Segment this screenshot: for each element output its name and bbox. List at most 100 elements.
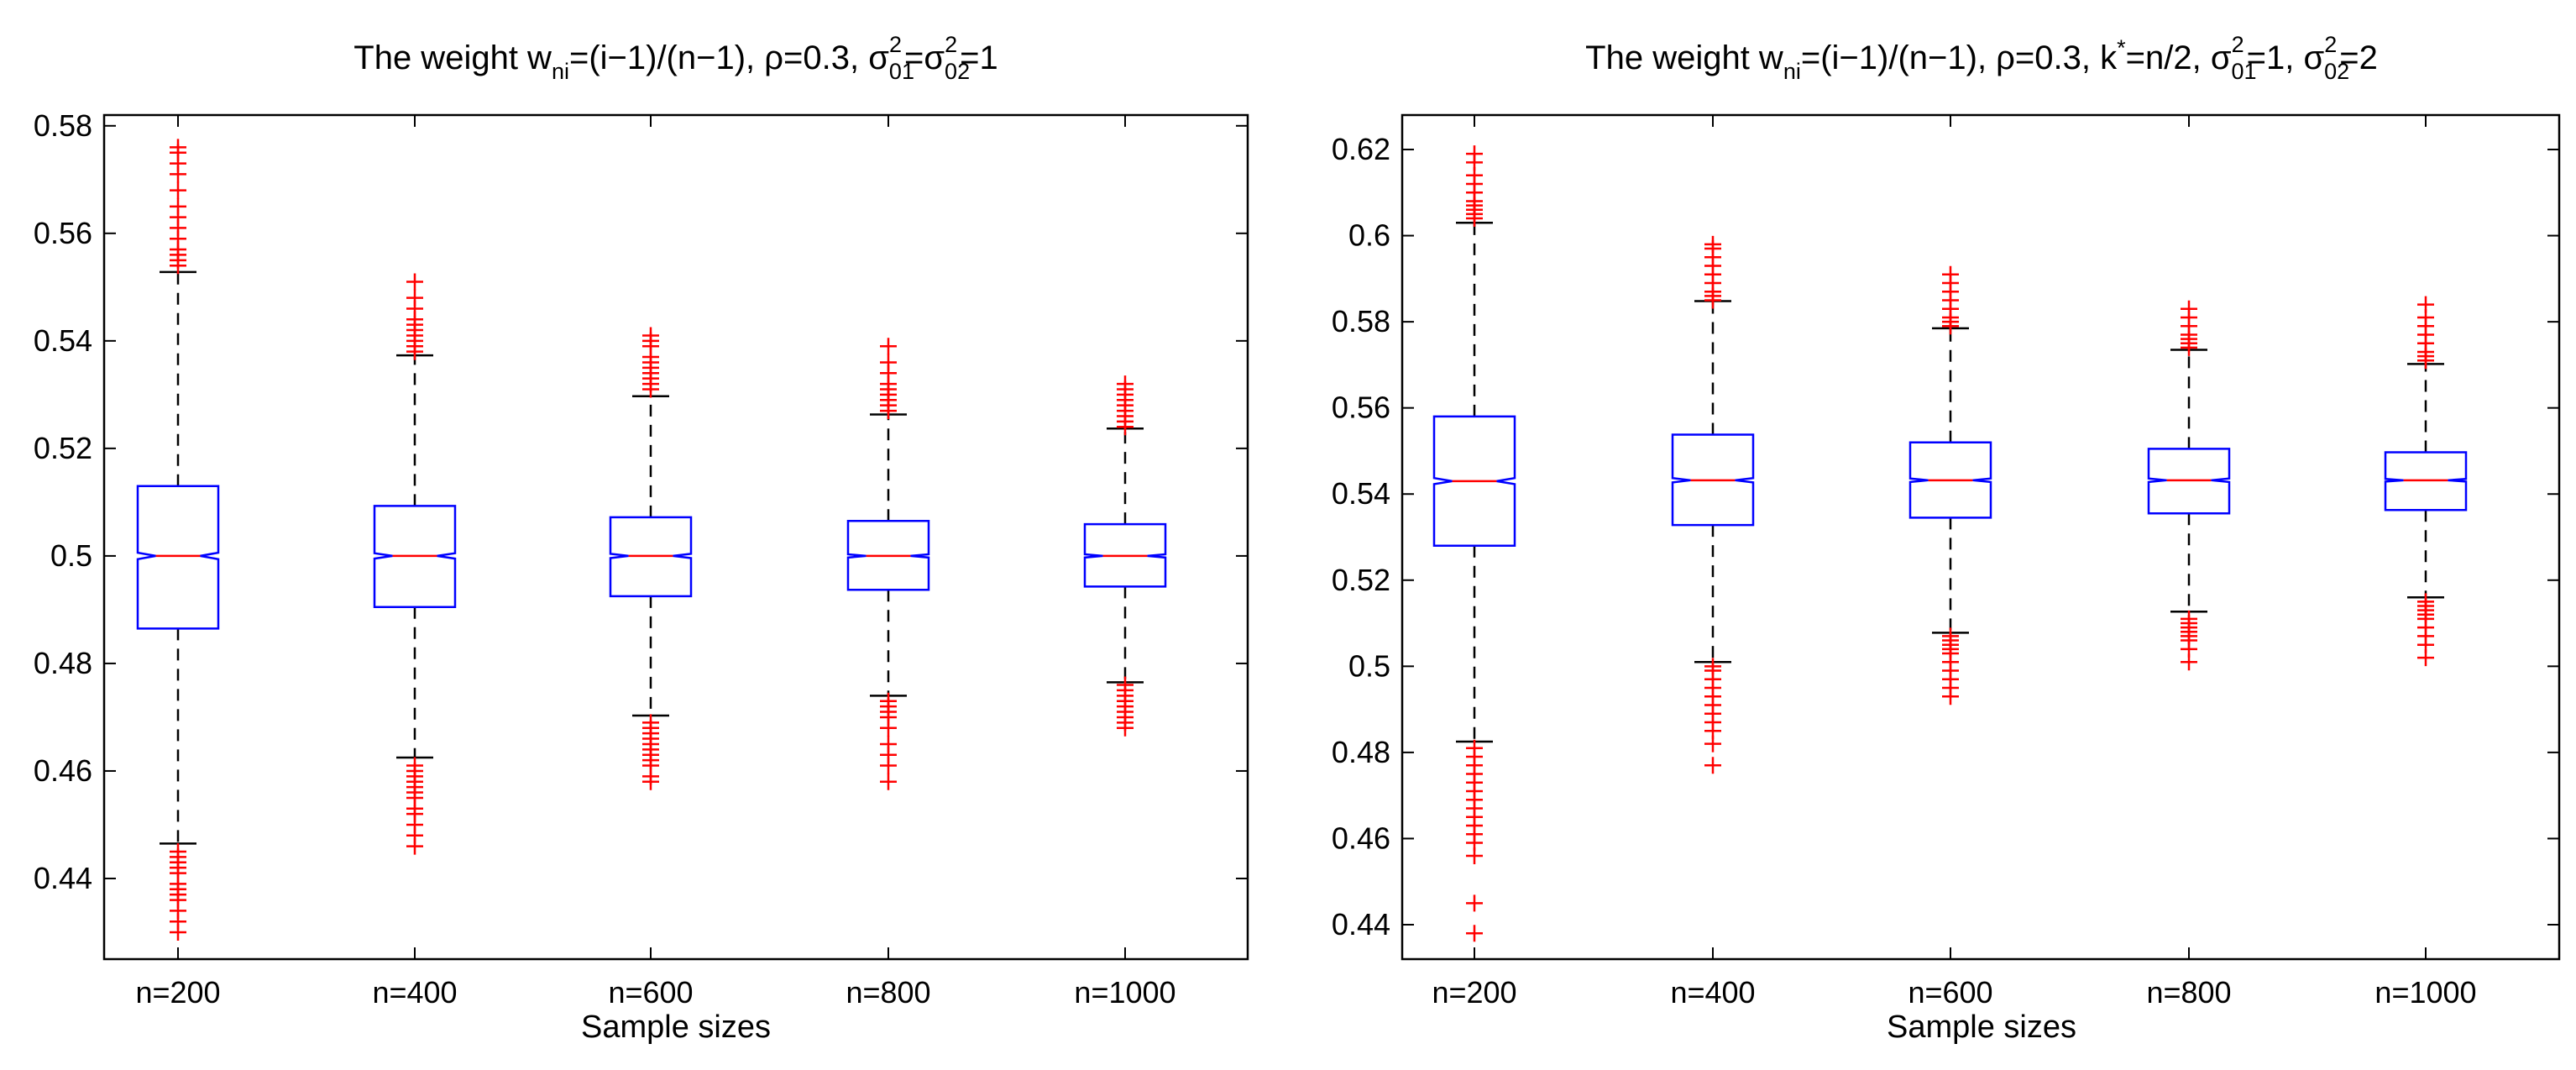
outlier-point [1117, 719, 1134, 737]
x-tick-label: n=600 [1908, 975, 1992, 1010]
y-tick-label: 0.54 [34, 323, 92, 358]
outliers [1704, 235, 1721, 774]
x-tick-label: n=400 [372, 975, 457, 1010]
left-x-axis-label: Sample sizes [581, 1010, 771, 1045]
box-body [1432, 415, 1516, 548]
right-plot-frame [1401, 113, 2561, 961]
left-plot-frame [102, 113, 1249, 961]
box-body [1083, 522, 1167, 588]
x-tick-label: n=400 [1670, 975, 1755, 1010]
outliers [1466, 145, 1483, 942]
box-n-200 [1432, 145, 1516, 942]
outlier-point [642, 380, 659, 398]
y-tick-label: 0.58 [34, 108, 92, 143]
outlier-point [2417, 352, 2434, 370]
box-body [2147, 448, 2231, 515]
x-tick-label: n=600 [608, 975, 693, 1010]
box-n-600 [1908, 265, 1992, 705]
outlier-point [170, 923, 186, 941]
left-boxplots [136, 139, 1167, 941]
right-panel: The weight wni​=(i−1)/(n−1), ρ=0.3, k*​=… [1332, 32, 2561, 1045]
box-n-400 [1671, 235, 1755, 774]
outlier-point [1704, 757, 1721, 774]
box-body [609, 516, 693, 598]
y-tick-label: 0.44 [1332, 907, 1390, 941]
box-body [373, 505, 457, 608]
outlier-point [1466, 847, 1483, 864]
outlier-point [880, 719, 897, 737]
outlier-point [642, 773, 659, 790]
outlier-point [406, 273, 423, 291]
y-tick-label: 0.44 [34, 861, 92, 895]
x-tick-label: n=800 [2146, 975, 2231, 1010]
outlier-point [1704, 291, 1721, 309]
outlier-point [170, 165, 186, 183]
x-tick-label: n=800 [846, 975, 930, 1010]
x-tick-label: n=200 [135, 975, 220, 1010]
outlier-point [170, 181, 186, 199]
y-tick-label: 0.5 [50, 538, 92, 573]
outlier-point [1117, 418, 1134, 436]
outlier-point [880, 402, 897, 420]
x-tick-label: n=1000 [1074, 975, 1175, 1010]
outlier-point [880, 773, 897, 790]
outlier-point [406, 837, 423, 855]
outliers [1117, 375, 1134, 737]
outlier-point [1466, 894, 1483, 912]
outlier-point [1942, 688, 1959, 705]
right-y-axis: 0.44 0.46 0.48 0.5 0.52 0.54 0.56 0.58 0.6 0.62 [1332, 132, 2559, 941]
outlier-point [880, 338, 897, 355]
box-n-800 [846, 338, 930, 790]
outlier-point [2181, 653, 2197, 671]
left-x-axis: n=200 n=400 n=600 n=800 n=1000 [135, 115, 1176, 1010]
outliers [2181, 300, 2197, 671]
box-body [136, 485, 220, 630]
box-n-400 [373, 273, 457, 855]
left-y-axis: 0.44 0.46 0.48 0.5 0.52 0.54 0.56 0.58 [34, 108, 1248, 895]
outlier-point [2181, 338, 2197, 356]
y-tick-label: 0.6 [1348, 218, 1390, 253]
box-n-600 [609, 327, 693, 790]
y-tick-label: 0.58 [1332, 304, 1390, 338]
right-x-axis: n=200 n=400 n=600 n=800 n=1000 [1432, 115, 2477, 1010]
right-boxplots [1432, 145, 2468, 942]
box-n-200 [136, 139, 220, 941]
outlier-point [2417, 649, 2434, 667]
outlier-point [1942, 317, 1959, 335]
y-tick-label: 0.52 [34, 431, 92, 465]
y-tick-label: 0.48 [1332, 735, 1390, 769]
right-chart-title: The weight wni​=(i−1)/(n−1), ρ=0.3, k*​=… [1585, 32, 2378, 84]
y-tick-label: 0.62 [1332, 132, 1390, 166]
y-tick-label: 0.54 [1332, 476, 1390, 511]
box-n-1000 [2384, 296, 2468, 667]
y-tick-label: 0.46 [34, 753, 92, 788]
box-n-800 [2147, 300, 2231, 671]
right-x-axis-label: Sample sizes [1887, 1010, 2076, 1045]
outliers [880, 338, 897, 790]
box-n-1000 [1083, 375, 1167, 737]
x-tick-label: n=1000 [2374, 975, 2476, 1010]
y-tick-label: 0.52 [1332, 563, 1390, 597]
y-tick-label: 0.46 [1332, 821, 1390, 855]
y-tick-label: 0.48 [34, 646, 92, 680]
left-panel: The weight wni​=(i−1)/(n−1), ρ=0.3, σ012… [34, 32, 1249, 1045]
box-body [2384, 451, 2468, 511]
box-body [846, 520, 930, 591]
outlier-point [170, 139, 186, 156]
x-tick-label: n=200 [1432, 975, 1516, 1010]
outlier-point [170, 257, 186, 275]
box-body [1908, 441, 1992, 519]
outliers [1942, 265, 1959, 705]
outlier-point [1704, 735, 1721, 753]
outlier-point [1466, 210, 1483, 228]
outliers [642, 327, 659, 790]
y-tick-label: 0.56 [34, 216, 92, 250]
outlier-point [880, 757, 897, 774]
y-tick-label: 0.5 [1348, 648, 1390, 683]
outliers [406, 273, 423, 855]
outlier-point [406, 343, 423, 360]
left-chart-title: The weight wni​=(i−1)/(n−1), ρ=0.3, σ012… [353, 32, 997, 84]
outlier-point [1466, 925, 1483, 942]
